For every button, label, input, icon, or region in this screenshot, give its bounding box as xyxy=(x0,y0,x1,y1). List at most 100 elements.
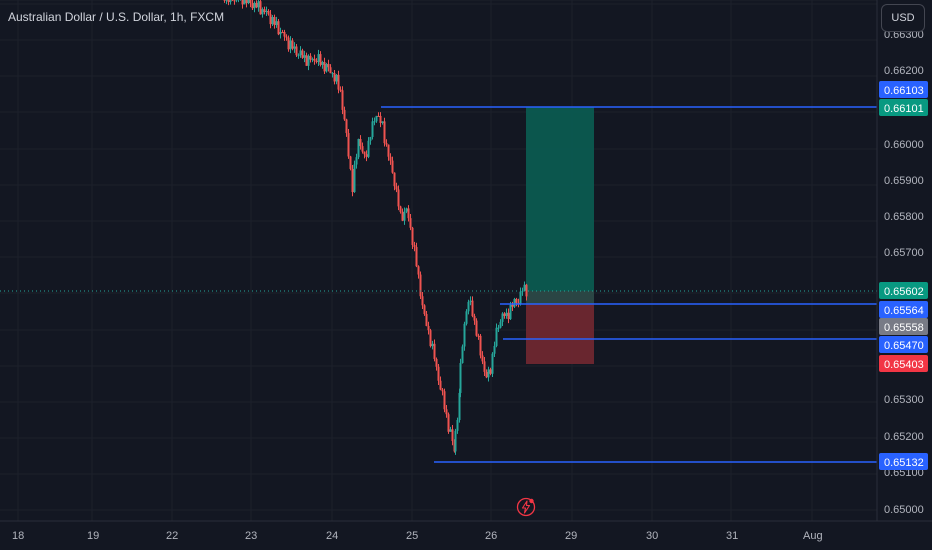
candle[interactable] xyxy=(317,49,320,67)
candle[interactable] xyxy=(291,38,294,51)
candle[interactable] xyxy=(235,0,238,3)
candle[interactable] xyxy=(509,301,512,320)
candle[interactable] xyxy=(383,117,386,147)
candle[interactable] xyxy=(351,164,354,197)
candle[interactable] xyxy=(515,297,518,307)
candle[interactable] xyxy=(363,151,366,159)
candle[interactable] xyxy=(475,318,478,337)
candle[interactable] xyxy=(245,0,248,8)
candle[interactable] xyxy=(277,18,280,36)
candle[interactable] xyxy=(263,6,266,15)
candle[interactable] xyxy=(463,321,466,351)
candle[interactable] xyxy=(401,208,404,222)
candle[interactable] xyxy=(243,0,246,5)
candle[interactable] xyxy=(341,86,344,115)
candle[interactable] xyxy=(223,0,226,3)
candle[interactable] xyxy=(311,57,314,63)
candle[interactable] xyxy=(473,313,476,325)
candle[interactable] xyxy=(249,0,252,8)
candle[interactable] xyxy=(339,86,342,93)
candle[interactable] xyxy=(503,312,506,319)
candle[interactable] xyxy=(479,333,482,359)
candle[interactable] xyxy=(307,54,310,71)
candle[interactable] xyxy=(477,333,480,340)
candle[interactable] xyxy=(273,14,276,29)
candle[interactable] xyxy=(481,351,484,365)
candle[interactable] xyxy=(269,9,272,29)
candle[interactable] xyxy=(375,115,378,123)
candle[interactable] xyxy=(349,155,352,171)
candle[interactable] xyxy=(313,54,316,65)
candle[interactable] xyxy=(469,296,472,306)
candle[interactable] xyxy=(501,312,504,326)
candle[interactable] xyxy=(435,357,438,371)
candle[interactable] xyxy=(409,214,412,231)
candle[interactable] xyxy=(279,27,282,39)
candle[interactable] xyxy=(497,324,500,333)
candle[interactable] xyxy=(465,309,468,326)
candle[interactable] xyxy=(329,64,332,74)
candle[interactable] xyxy=(511,301,514,311)
candle[interactable] xyxy=(345,118,348,137)
candle[interactable] xyxy=(429,328,432,348)
candle[interactable] xyxy=(331,72,334,78)
candle[interactable] xyxy=(357,138,360,160)
candle[interactable] xyxy=(301,48,304,59)
candle[interactable] xyxy=(337,70,340,94)
candle[interactable] xyxy=(335,73,338,85)
candle[interactable] xyxy=(425,311,428,327)
candle[interactable] xyxy=(467,299,470,315)
horizontal-lines[interactable] xyxy=(0,106,877,463)
candle[interactable] xyxy=(233,0,236,5)
candle[interactable] xyxy=(431,340,434,350)
candle[interactable] xyxy=(261,7,264,18)
candle[interactable] xyxy=(456,417,459,434)
currency-button[interactable]: USD xyxy=(881,4,925,32)
candle[interactable] xyxy=(433,339,436,362)
candle[interactable] xyxy=(385,139,388,147)
candle[interactable] xyxy=(225,0,228,5)
candle[interactable] xyxy=(303,50,306,63)
candle[interactable] xyxy=(443,388,446,413)
candle[interactable] xyxy=(327,59,330,72)
candle[interactable] xyxy=(423,304,426,316)
candle[interactable] xyxy=(259,0,262,15)
candle[interactable] xyxy=(305,52,308,66)
symbol-title[interactable]: Australian Dollar / U.S. Dollar, 1h, FXC… xyxy=(8,10,225,24)
candle[interactable] xyxy=(449,426,452,432)
candle[interactable] xyxy=(387,144,390,161)
candle[interactable] xyxy=(361,142,364,154)
candle[interactable] xyxy=(459,358,462,398)
candle[interactable] xyxy=(471,296,474,318)
candle[interactable] xyxy=(251,0,254,10)
candle[interactable] xyxy=(267,9,270,16)
candle[interactable] xyxy=(405,207,408,214)
long-position-tool[interactable] xyxy=(526,107,594,364)
candle[interactable] xyxy=(487,366,490,382)
candle[interactable] xyxy=(403,207,406,225)
candle[interactable] xyxy=(241,0,244,9)
candle[interactable] xyxy=(493,341,496,358)
price-axis[interactable]: 0.66300 0.66200 0.66000 0.65900 0.65800 0.657… xyxy=(884,29,924,516)
candle[interactable] xyxy=(447,412,450,434)
candle[interactable] xyxy=(371,117,374,140)
candle[interactable] xyxy=(285,34,288,41)
candle[interactable] xyxy=(523,281,526,292)
candle[interactable] xyxy=(461,344,464,364)
candle[interactable] xyxy=(381,121,384,125)
entry-zone[interactable] xyxy=(526,291,594,304)
candle[interactable] xyxy=(417,265,420,279)
candle[interactable] xyxy=(347,128,350,159)
candle[interactable] xyxy=(437,364,440,386)
candle[interactable] xyxy=(253,1,256,13)
candle[interactable] xyxy=(247,0,250,5)
candle[interactable] xyxy=(427,321,430,335)
candle[interactable] xyxy=(323,57,326,74)
candle[interactable] xyxy=(275,16,278,28)
candle[interactable] xyxy=(321,60,324,69)
candle[interactable] xyxy=(441,387,444,396)
candle[interactable] xyxy=(413,241,416,252)
candle[interactable] xyxy=(271,15,274,27)
candle[interactable] xyxy=(315,58,318,64)
candle[interactable] xyxy=(281,29,284,34)
